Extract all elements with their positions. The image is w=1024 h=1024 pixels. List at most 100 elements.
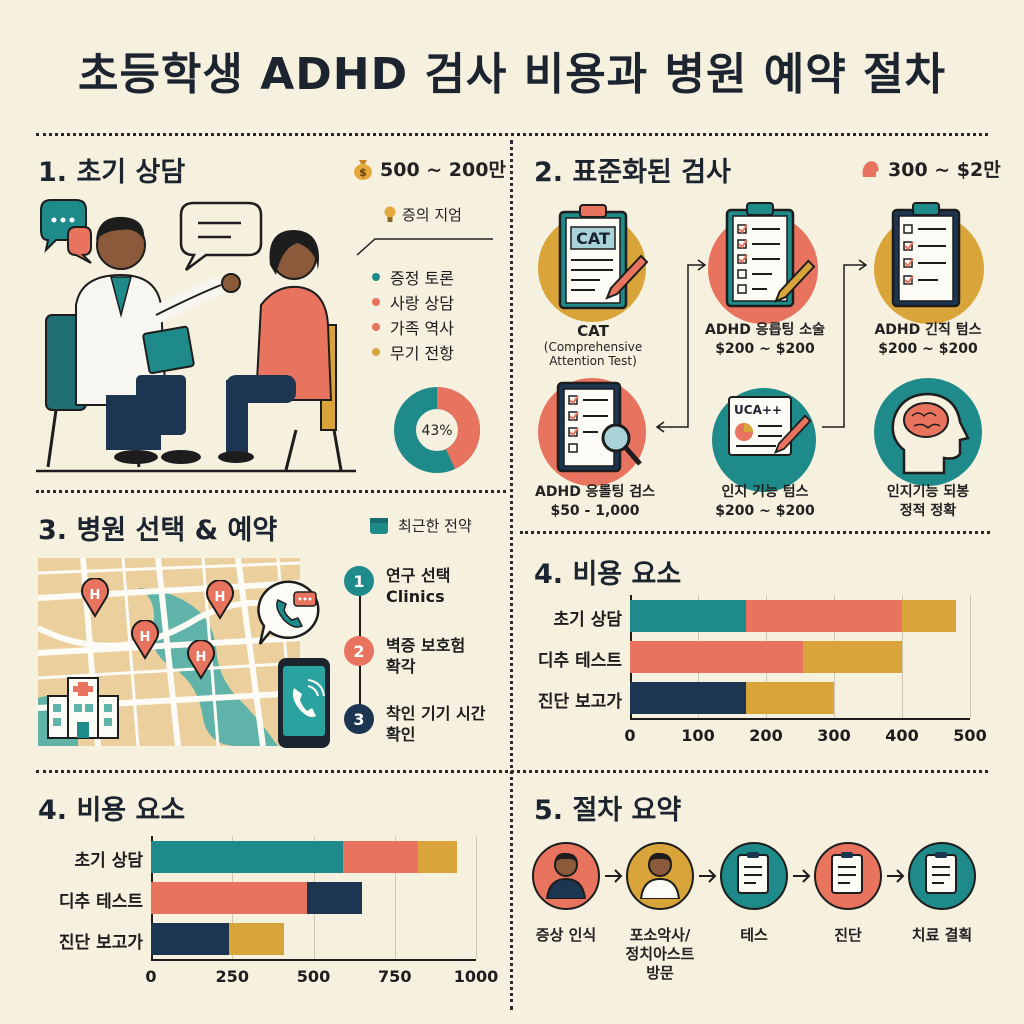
x-axis [151, 959, 476, 961]
section3-tag: 최근한 전약 [368, 514, 472, 536]
procedure-step-label-line: 진단 [834, 926, 862, 944]
checklist-icon [891, 202, 961, 308]
bar-segment [151, 881, 307, 914]
bar-segment [417, 840, 457, 873]
flow-arrow [822, 259, 868, 428]
svg-text:$: $ [359, 166, 367, 179]
test-price: $200 ~ $200 [878, 341, 978, 357]
procedure-step-label: 진단 [803, 926, 893, 945]
procedure-step-label: 포소악사/정치아스트 방문 [615, 926, 705, 982]
step-number: 3 [344, 704, 374, 734]
procedure-step-label: 치료 결획 [897, 926, 987, 945]
section1-subtitle: 증의 지엄 [384, 204, 462, 225]
arrow-right-icon [886, 867, 906, 885]
x-tick-label: 750 [378, 967, 412, 986]
report-icon: UCA++ [728, 396, 792, 456]
category-label: 디추 테스트 [58, 891, 143, 912]
hospital-building-icon [47, 677, 119, 739]
donut-arc [394, 387, 480, 473]
section2-cost-value: 300 ~ $2만 [888, 159, 1001, 181]
hospital-pin-icon: H [206, 580, 234, 620]
divider-top [36, 133, 988, 136]
section5-title: 5. 절차 요약 [534, 795, 682, 826]
step-number: 2 [344, 636, 374, 666]
section3-tag-text: 최근한 전약 [398, 516, 472, 535]
procedure-step-label-line: 방문 [646, 963, 674, 982]
legend-dot [372, 297, 380, 306]
legend-item: 증정 토론 [372, 264, 454, 289]
bar-segment [307, 881, 363, 914]
section1-cost: $ 500 ~ 200만 [352, 155, 506, 182]
money-bag-icon: $ [354, 159, 372, 180]
consultation-illustration [36, 199, 356, 473]
checklist-icon [725, 202, 795, 308]
section1-legend: 증정 토론 사랑 상담 가족 역사 무기 전항 [372, 264, 454, 364]
step-text-line: 착인 기기 시간 [386, 704, 486, 723]
arrow-right-icon [792, 867, 812, 885]
bar-segment [151, 922, 229, 955]
procedure-step-icon [814, 842, 882, 910]
x-tick-label: 1000 [453, 967, 499, 986]
test-label: ADHD 긴직 텀스 [874, 322, 982, 338]
x-tick-label: 200 [749, 726, 783, 745]
x-axis [630, 718, 970, 720]
test-label: 인지기능 되봉 [886, 484, 970, 500]
legend-dot [372, 272, 380, 281]
svg-text:H: H [140, 630, 151, 645]
x-tick-label: 400 [885, 726, 919, 745]
chart-left-title: 4. 비용 요소 [38, 795, 186, 826]
category-label: 초기 상담 [74, 850, 143, 871]
head-icon [862, 160, 879, 177]
callout-line [356, 238, 493, 256]
legend-item: 사랑 상담 [372, 289, 454, 314]
calendar-icon [370, 518, 388, 534]
procedure-flow: 증상 인식 포소악사/정치아스트 방문 테스 진단 치료 결획 [530, 842, 1000, 1002]
test-label: ADHD 응롤팅 검스 [535, 484, 655, 500]
step-text-line: 벽증 보호험 [386, 636, 466, 655]
gridline [902, 595, 903, 718]
brain-head-icon [891, 392, 970, 475]
divider-right-1 [520, 531, 990, 534]
booking-step: 3 착인 기기 시간 확인 [344, 704, 485, 746]
magnifier-icon [601, 423, 642, 466]
divider-vertical [510, 140, 513, 1010]
test-label: 인지 기능 텀스 [721, 484, 809, 500]
bar-segment [803, 640, 902, 673]
bar-segment [745, 599, 902, 632]
svg-text:H: H [90, 588, 101, 603]
category-label: 초기 상담 [553, 609, 622, 630]
person-icon [637, 849, 683, 903]
chart-left: 0 250 500 750 1000 초기 상담 디추 테스트 진단 보고가 [36, 836, 506, 996]
procedure-step-label: 테스 [709, 926, 799, 945]
category-label: 진단 보고가 [537, 691, 622, 712]
procedure-step-label-line: 포소악사/ [629, 926, 691, 944]
x-tick-label: 500 [953, 726, 987, 745]
test-label: ADHD 응릅팅 소술 [705, 322, 825, 338]
procedure-step-label: 증상 인식 [521, 926, 611, 945]
x-tick-label: 500 [296, 967, 331, 986]
test-sub: 정적 정확 [899, 503, 957, 519]
step-text-line: 확각 [386, 656, 416, 676]
test-price: $200 ~ $200 [715, 503, 815, 519]
step-text-line: 연구 선택 [386, 566, 451, 585]
section2-cost: 300 ~ $2만 [858, 155, 1001, 182]
test-sub: (Comprehensive Attention Test) [543, 340, 643, 369]
test-price: $50 - 1,000 [550, 503, 640, 519]
donut-chart: 43% [394, 387, 480, 473]
bar-segment [630, 599, 746, 632]
legend-dot [372, 347, 380, 356]
legend-item: 무기 전항 [372, 339, 454, 364]
svg-text:H: H [196, 650, 207, 665]
procedure-step-label-line: 증상 인식 [535, 926, 597, 944]
legend-label: 가족 역사 [390, 318, 454, 338]
legend-label: 사랑 상담 [390, 293, 454, 313]
procedure-step-icon [720, 842, 788, 910]
page-title: 초등학생 ADHD 검사 비용과 병원 예약 절차 [77, 49, 947, 100]
step-text-line: 확인 [386, 724, 416, 744]
x-tick-label: 300 [817, 726, 851, 745]
procedure-step-icon [626, 842, 694, 910]
phone-call-bubble-icon [257, 580, 320, 645]
bar-segment [630, 640, 804, 673]
section1-subtitle-text: 증의 지엄 [402, 206, 462, 224]
svg-text:H: H [215, 590, 226, 605]
